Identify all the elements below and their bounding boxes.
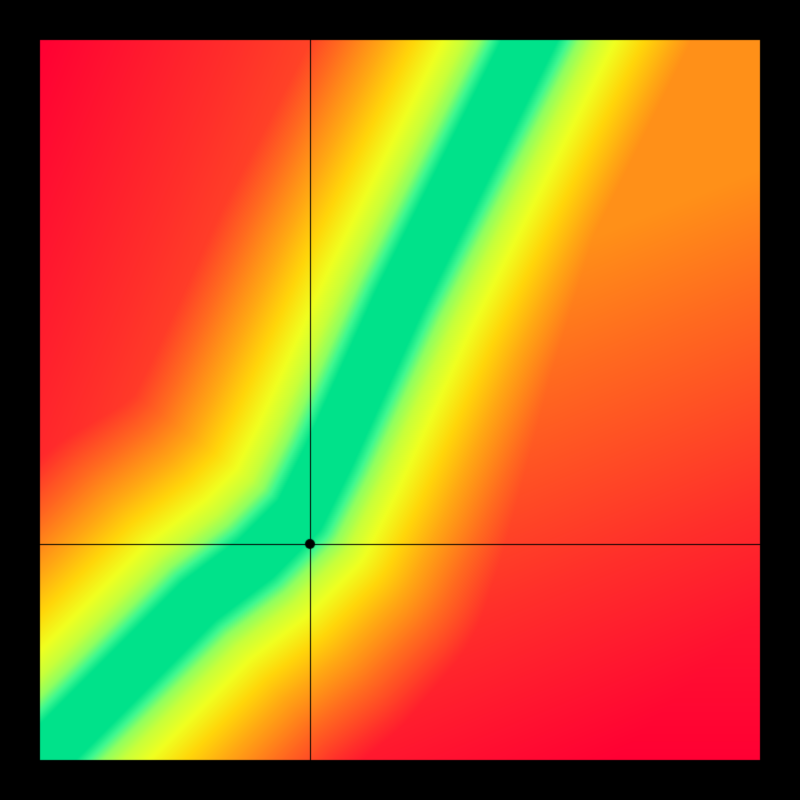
heatmap-canvas <box>0 0 800 800</box>
chart-container: TheBottleneck.com <box>0 0 800 800</box>
